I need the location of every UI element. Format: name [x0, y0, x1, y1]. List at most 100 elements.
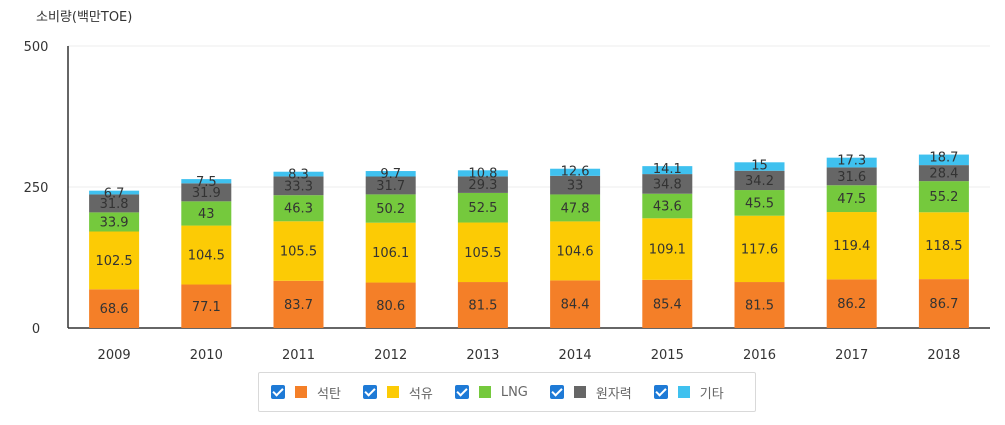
bar-segment[interactable]	[181, 225, 232, 285]
x-tick-label: 2016	[743, 348, 776, 363]
data-label: 83.7	[284, 298, 313, 313]
bar-segment[interactable]	[365, 194, 416, 223]
data-label: 15	[751, 158, 768, 173]
data-label: 80.6	[376, 299, 405, 314]
data-label: 33.3	[284, 179, 313, 194]
bar-segment[interactable]	[826, 185, 877, 213]
data-label: 106.1	[372, 246, 409, 261]
bar-segment[interactable]	[89, 194, 140, 213]
bar-segment[interactable]	[181, 201, 232, 226]
bar-segment[interactable]	[181, 179, 232, 184]
legend-item[interactable]: 석유	[362, 383, 433, 402]
x-tick-label: 2015	[651, 348, 684, 363]
bar-segment[interactable]	[273, 221, 324, 281]
data-label: 31.8	[100, 197, 129, 212]
bar-segment[interactable]	[365, 176, 416, 195]
bar-segment[interactable]	[181, 183, 232, 202]
bar-segment[interactable]	[734, 190, 785, 216]
bar-segment[interactable]	[642, 174, 693, 194]
bar-segment[interactable]	[826, 279, 877, 328]
bar-segment[interactable]	[365, 282, 416, 328]
bar-segment[interactable]	[89, 289, 140, 328]
legend-label: 원자력	[595, 386, 632, 402]
bar-segment[interactable]	[826, 157, 877, 168]
data-label: 81.5	[468, 299, 497, 314]
legend-checkbox[interactable]	[454, 385, 469, 399]
data-label: 17.3	[837, 154, 866, 169]
data-label: 85.4	[653, 297, 682, 312]
bar-segment[interactable]	[181, 284, 232, 328]
chart-legend: 석탄 석유 LNG 원자력 기타	[258, 372, 756, 412]
bar-segment[interactable]	[918, 165, 969, 182]
bar-segment[interactable]	[642, 279, 693, 328]
data-label: 33	[567, 179, 584, 194]
data-label: 34.8	[653, 177, 682, 192]
bar-segment[interactable]	[642, 193, 693, 219]
data-label: 105.5	[464, 246, 501, 261]
bar-segment[interactable]	[273, 195, 324, 222]
bar-segment[interactable]	[457, 222, 508, 283]
data-label: 52.5	[468, 201, 497, 216]
bar-segment[interactable]	[457, 192, 508, 223]
bar-segment[interactable]	[550, 175, 601, 195]
bar-segment[interactable]	[734, 215, 785, 283]
legend-item[interactable]: 기타	[653, 383, 724, 402]
data-label: 55.2	[929, 190, 958, 205]
data-label: 34.2	[745, 174, 774, 189]
legend-checkbox[interactable]	[271, 385, 285, 399]
bar-segment[interactable]	[550, 194, 601, 222]
data-label: 47.8	[561, 201, 590, 216]
y-tick-label: 250	[24, 181, 49, 196]
legend-swatch	[677, 386, 690, 398]
data-label: 117.6	[741, 242, 778, 257]
data-label: 33.9	[100, 215, 129, 230]
bar-segment[interactable]	[642, 166, 693, 175]
bar-segment[interactable]	[457, 170, 508, 177]
x-tick-label: 2014	[559, 348, 592, 363]
data-label: 109.1	[649, 243, 686, 258]
bar-segment[interactable]	[734, 162, 785, 171]
bar-segment[interactable]	[550, 168, 601, 176]
bar-segment[interactable]	[365, 171, 416, 177]
bar-segment[interactable]	[550, 221, 601, 281]
bar-segment[interactable]	[273, 171, 324, 177]
bar-segment[interactable]	[734, 282, 785, 328]
data-label: 102.5	[95, 254, 132, 269]
bar-segment[interactable]	[89, 231, 140, 290]
bar-segment[interactable]	[918, 154, 969, 166]
x-tick-label: 2009	[98, 348, 131, 363]
legend-item[interactable]: LNG	[454, 384, 528, 400]
bar-segment[interactable]	[550, 280, 601, 328]
legend-checkbox[interactable]	[362, 385, 377, 399]
bar-segment[interactable]	[365, 222, 416, 283]
bar-segment[interactable]	[642, 218, 693, 280]
data-label: 6.7	[104, 187, 125, 202]
bar-segment[interactable]	[273, 176, 324, 196]
bar-segment[interactable]	[826, 167, 877, 186]
data-label: 105.5	[280, 245, 317, 260]
bar-segment[interactable]	[457, 282, 508, 328]
data-label: 86.7	[929, 297, 958, 312]
legend-checkbox[interactable]	[653, 385, 668, 399]
x-tick-label: 2013	[466, 348, 499, 363]
data-label: 84.4	[561, 298, 590, 313]
bar-segment[interactable]	[457, 176, 508, 193]
x-tick-label: 2018	[927, 348, 960, 363]
bar-segment[interactable]	[918, 181, 969, 213]
data-label: 31.9	[192, 186, 221, 201]
data-label: 50.2	[376, 202, 405, 217]
bar-segment[interactable]	[89, 190, 140, 195]
legend-item[interactable]: 석탄	[271, 383, 341, 402]
legend-swatch	[386, 386, 399, 398]
legend-label: LNG	[500, 384, 528, 400]
data-label: 81.5	[745, 299, 774, 314]
bar-segment[interactable]	[273, 280, 324, 328]
bar-segment[interactable]	[918, 279, 969, 328]
bar-segment[interactable]	[826, 212, 877, 280]
data-label: 14.1	[653, 162, 682, 177]
legend-checkbox[interactable]	[549, 385, 564, 399]
bar-segment[interactable]	[918, 212, 969, 280]
legend-item[interactable]: 원자력	[549, 383, 632, 402]
bar-segment[interactable]	[89, 212, 140, 232]
bar-segment[interactable]	[734, 170, 785, 191]
